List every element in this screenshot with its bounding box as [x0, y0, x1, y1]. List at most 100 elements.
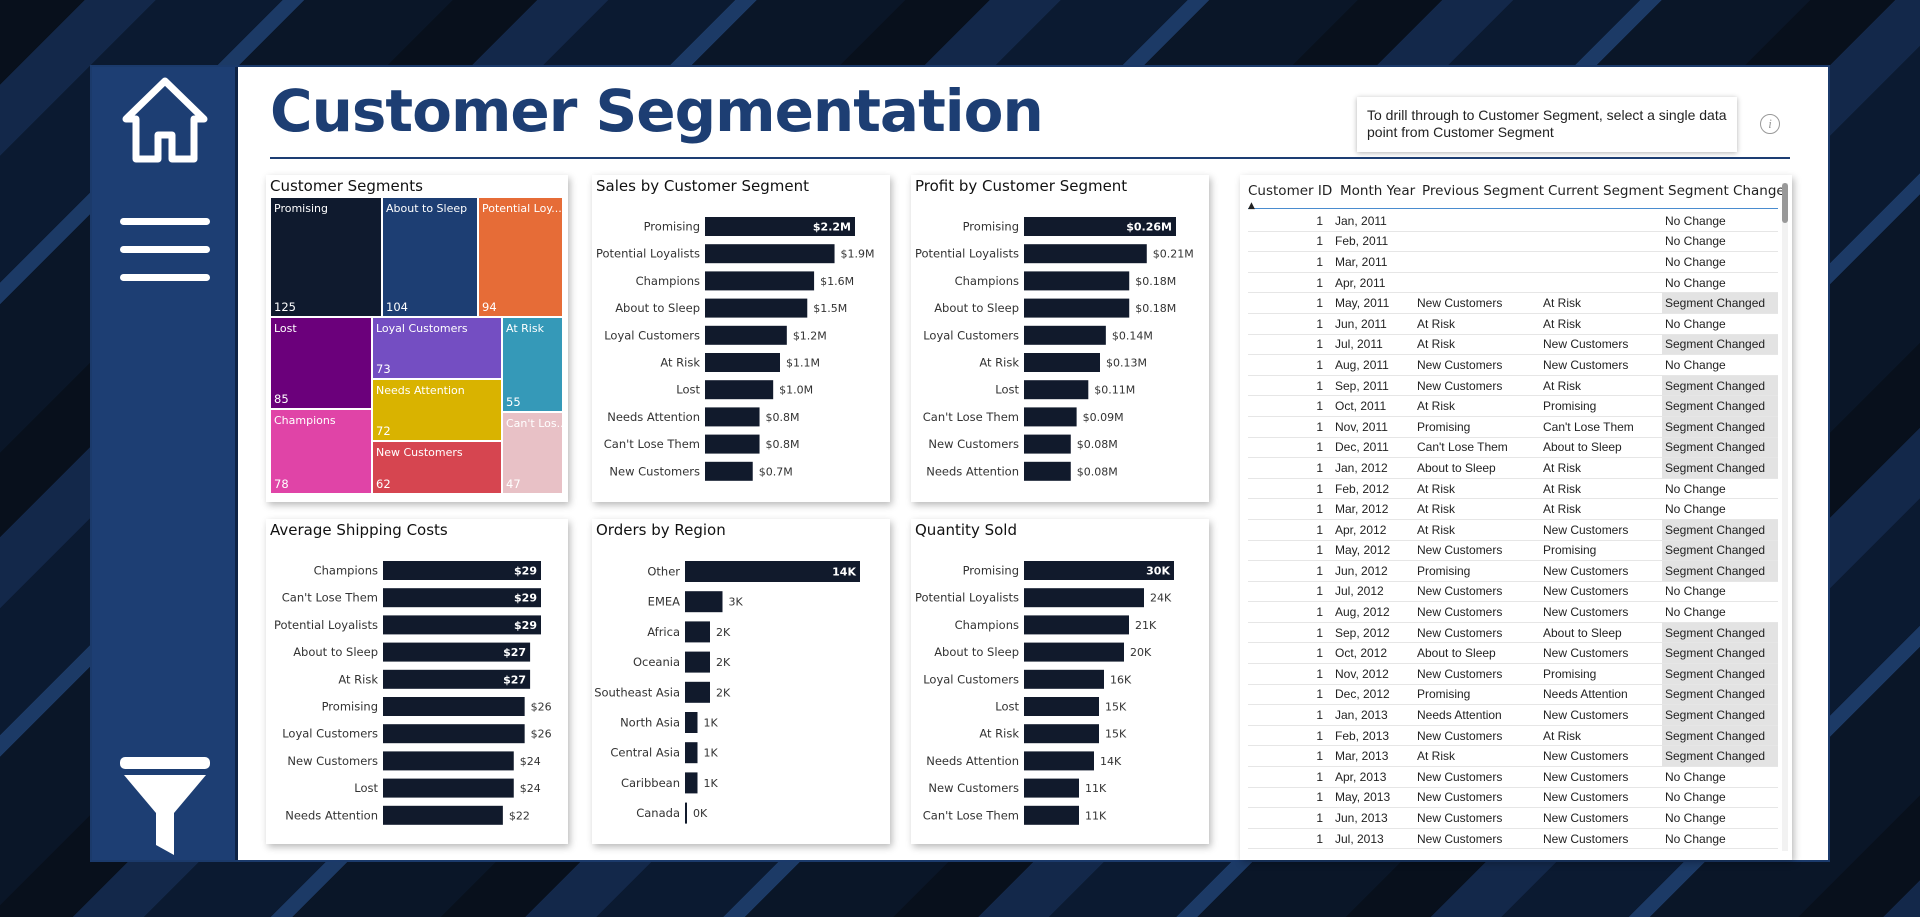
bar-group[interactable]: Potential Loyalists $29	[274, 615, 541, 635]
table-row[interactable]: 1 Jun, 2013 New Customers New Customers No C…	[1248, 808, 1778, 829]
bar-group[interactable]: About to Sleep 20K	[934, 642, 1152, 662]
table-row[interactable]: 1 Oct, 2012 About to Sleep New Customers Seg…	[1248, 643, 1778, 665]
bar-group[interactable]: Needs Attention $0.8M	[607, 407, 800, 427]
bar-group[interactable]: Other 14K	[647, 561, 860, 582]
bar[interactable]	[685, 712, 698, 733]
bar[interactable]	[383, 642, 531, 662]
bar-group[interactable]: Champions $29	[314, 561, 541, 580]
bar[interactable]	[1024, 805, 1079, 825]
bar-group[interactable]: Loyal Customers $0.14M	[923, 325, 1153, 345]
bar[interactable]	[685, 742, 698, 764]
bar-group[interactable]: Lost $24	[354, 778, 541, 798]
home-icon[interactable]	[120, 75, 210, 165]
bar[interactable]	[705, 271, 815, 291]
bar-group[interactable]: New Customers $0.7M	[609, 461, 793, 481]
bar[interactable]	[1024, 271, 1130, 291]
column-header-current-segment[interactable]: Current Segment	[1548, 183, 1664, 199]
bar-group[interactable]: Promising 30K	[963, 561, 1174, 580]
vertical-scrollbar[interactable]	[1782, 183, 1788, 851]
bar-group[interactable]: Lost $1.0M	[676, 380, 813, 400]
bar-group[interactable]: Oceania 2K	[633, 651, 731, 673]
bar[interactable]	[383, 669, 531, 689]
bar-group[interactable]: Can't Lose Them 11K	[923, 805, 1107, 825]
bar[interactable]	[685, 621, 710, 643]
bar-group[interactable]: At Risk $1.1M	[660, 353, 820, 372]
bar[interactable]	[685, 772, 698, 794]
bar[interactable]	[705, 380, 774, 400]
bar-group[interactable]: Potential Loyalists $1.9M	[596, 244, 875, 264]
table-row[interactable]: 1 Apr, 2011 No Change	[1248, 273, 1778, 294]
treemap-tile[interactable]: Champions 78	[270, 409, 372, 494]
table-row[interactable]: 1 May, 2011 New Customers At Risk Segment Ch…	[1248, 293, 1778, 314]
treemap-tile[interactable]: About to Sleep 104	[382, 197, 478, 317]
bar[interactable]	[685, 591, 723, 613]
sort-ascending-icon[interactable]: ▲	[1248, 201, 1255, 211]
bar-group[interactable]: Canada 0K	[636, 802, 708, 824]
bar[interactable]	[705, 325, 787, 345]
bar-group[interactable]: Champions $0.18M	[955, 271, 1177, 291]
bar[interactable]	[705, 434, 760, 454]
table-row[interactable]: 1 Aug, 2011 New Customers New Customers No C…	[1248, 355, 1778, 376]
bar[interactable]	[705, 217, 855, 236]
table-row[interactable]: 1 Mar, 2013 At Risk New Customers Segment Ch…	[1248, 746, 1778, 768]
bar-group[interactable]: Southeast Asia 2K	[594, 681, 731, 703]
table-row[interactable]: 1 May, 2013 New Customers New Customers No C…	[1248, 788, 1778, 809]
bar-group[interactable]: Loyal Customers 16K	[923, 669, 1132, 689]
table-row[interactable]: 1 Aug, 2012 New Customers New Customers No C…	[1248, 602, 1778, 623]
bar-group[interactable]: About to Sleep $1.5M	[615, 298, 847, 318]
table-row[interactable]: 1 Apr, 2012 At Risk New Customers Segment Ch…	[1248, 519, 1778, 541]
treemap-tile[interactable]: Promising 125	[270, 197, 382, 317]
treemap-tile[interactable]: Potential Loy... 94	[478, 197, 563, 317]
bar-group[interactable]: North Asia 1K	[620, 712, 718, 733]
bar[interactable]	[383, 751, 514, 771]
bar[interactable]	[1024, 642, 1124, 662]
bar-group[interactable]: At Risk $27	[338, 669, 531, 689]
bar-group[interactable]: New Customers $0.08M	[928, 434, 1118, 454]
bar-group[interactable]: Can't Lose Them $29	[282, 588, 541, 608]
treemap-tile[interactable]: Loyal Customers 73	[372, 317, 502, 379]
bar[interactable]	[1024, 615, 1129, 635]
bar[interactable]	[1024, 778, 1079, 798]
bar-group[interactable]: Needs Attention $0.08M	[926, 461, 1118, 481]
table-row[interactable]: 1 Feb, 2013 New Customers At Risk Segment Ch…	[1248, 725, 1778, 747]
filter-icon[interactable]	[120, 757, 210, 857]
bar-group[interactable]: New Customers 11K	[928, 778, 1107, 798]
treemap-tile[interactable]: Needs Attention 72	[372, 379, 502, 441]
bar-group[interactable]: Lost 15K	[995, 697, 1127, 716]
bar-group[interactable]: Promising $26	[322, 697, 552, 716]
column-header-segment-change[interactable]: Segment Change	[1668, 183, 1785, 199]
bar-group[interactable]: New Customers $24	[287, 751, 541, 771]
bar[interactable]	[705, 353, 780, 372]
table-row[interactable]: 1 Mar, 2011 No Change	[1248, 252, 1778, 273]
bar[interactable]	[383, 724, 525, 744]
column-header-customer-id[interactable]: Customer ID	[1248, 183, 1333, 199]
bar-group[interactable]: Needs Attention $22	[285, 805, 530, 825]
treemap-tile[interactable]: At Risk 55	[502, 317, 563, 412]
bar[interactable]	[685, 651, 710, 673]
bar[interactable]	[1024, 353, 1100, 372]
bar-group[interactable]: About to Sleep $0.18M	[934, 298, 1176, 318]
bar-group[interactable]: Potential Loyalists 24K	[915, 588, 1172, 608]
bar-group[interactable]: Can't Lose Them $0.8M	[604, 434, 800, 454]
table-row[interactable]: 1 Jul, 2012 New Customers New Customers No C…	[1248, 582, 1778, 603]
bar-group[interactable]: At Risk $0.13M	[979, 353, 1147, 372]
bar[interactable]	[1024, 561, 1174, 580]
bar[interactable]	[383, 778, 514, 798]
bar-group[interactable]: Promising $0.26M	[963, 217, 1176, 236]
bar-group[interactable]: Needs Attention 14K	[926, 751, 1122, 771]
bar[interactable]	[1024, 298, 1130, 318]
table-row[interactable]: 1 May, 2012 New Customers Promising Segment …	[1248, 540, 1778, 562]
bar[interactable]	[383, 615, 541, 635]
scrollbar-thumb[interactable]	[1782, 183, 1788, 223]
bar[interactable]	[685, 561, 860, 582]
bar-group[interactable]: Caribbean 1K	[621, 772, 719, 794]
treemap-tile[interactable]: New Customers 62	[372, 441, 502, 494]
bar[interactable]	[705, 244, 835, 264]
table-row[interactable]: 1 Jul, 2011 At Risk New Customers Segment Ch…	[1248, 334, 1778, 356]
bar[interactable]	[685, 681, 710, 703]
table-row[interactable]: 1 Feb, 2011 No Change	[1248, 232, 1778, 253]
bar[interactable]	[685, 802, 687, 824]
table-row[interactable]: 1 Jun, 2012 Promising New Customers Segment …	[1248, 561, 1778, 582]
bar-group[interactable]: Potential Loyalists $0.21M	[915, 244, 1194, 264]
menu-icon[interactable]	[120, 212, 210, 287]
